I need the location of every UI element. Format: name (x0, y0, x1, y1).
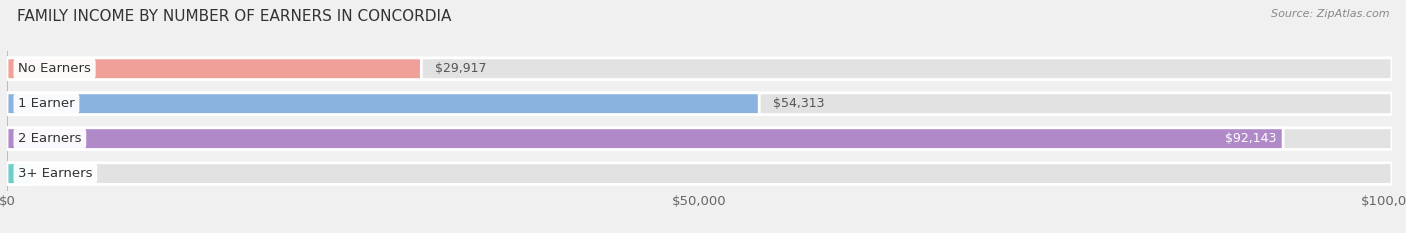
Text: $54,313: $54,313 (773, 97, 824, 110)
FancyBboxPatch shape (7, 128, 1392, 150)
Text: Source: ZipAtlas.com: Source: ZipAtlas.com (1271, 9, 1389, 19)
Text: 2 Earners: 2 Earners (18, 132, 82, 145)
Text: FAMILY INCOME BY NUMBER OF EARNERS IN CONCORDIA: FAMILY INCOME BY NUMBER OF EARNERS IN CO… (17, 9, 451, 24)
Text: 1 Earner: 1 Earner (18, 97, 75, 110)
FancyBboxPatch shape (7, 93, 759, 115)
Text: No Earners: No Earners (18, 62, 91, 75)
Text: $92,143: $92,143 (1225, 132, 1277, 145)
FancyBboxPatch shape (7, 128, 1284, 150)
FancyBboxPatch shape (7, 163, 32, 185)
Text: $0: $0 (42, 167, 58, 180)
FancyBboxPatch shape (7, 58, 422, 80)
Text: 3+ Earners: 3+ Earners (18, 167, 93, 180)
FancyBboxPatch shape (7, 163, 1392, 185)
FancyBboxPatch shape (7, 58, 1392, 80)
Text: $29,917: $29,917 (436, 62, 486, 75)
FancyBboxPatch shape (7, 93, 1392, 115)
